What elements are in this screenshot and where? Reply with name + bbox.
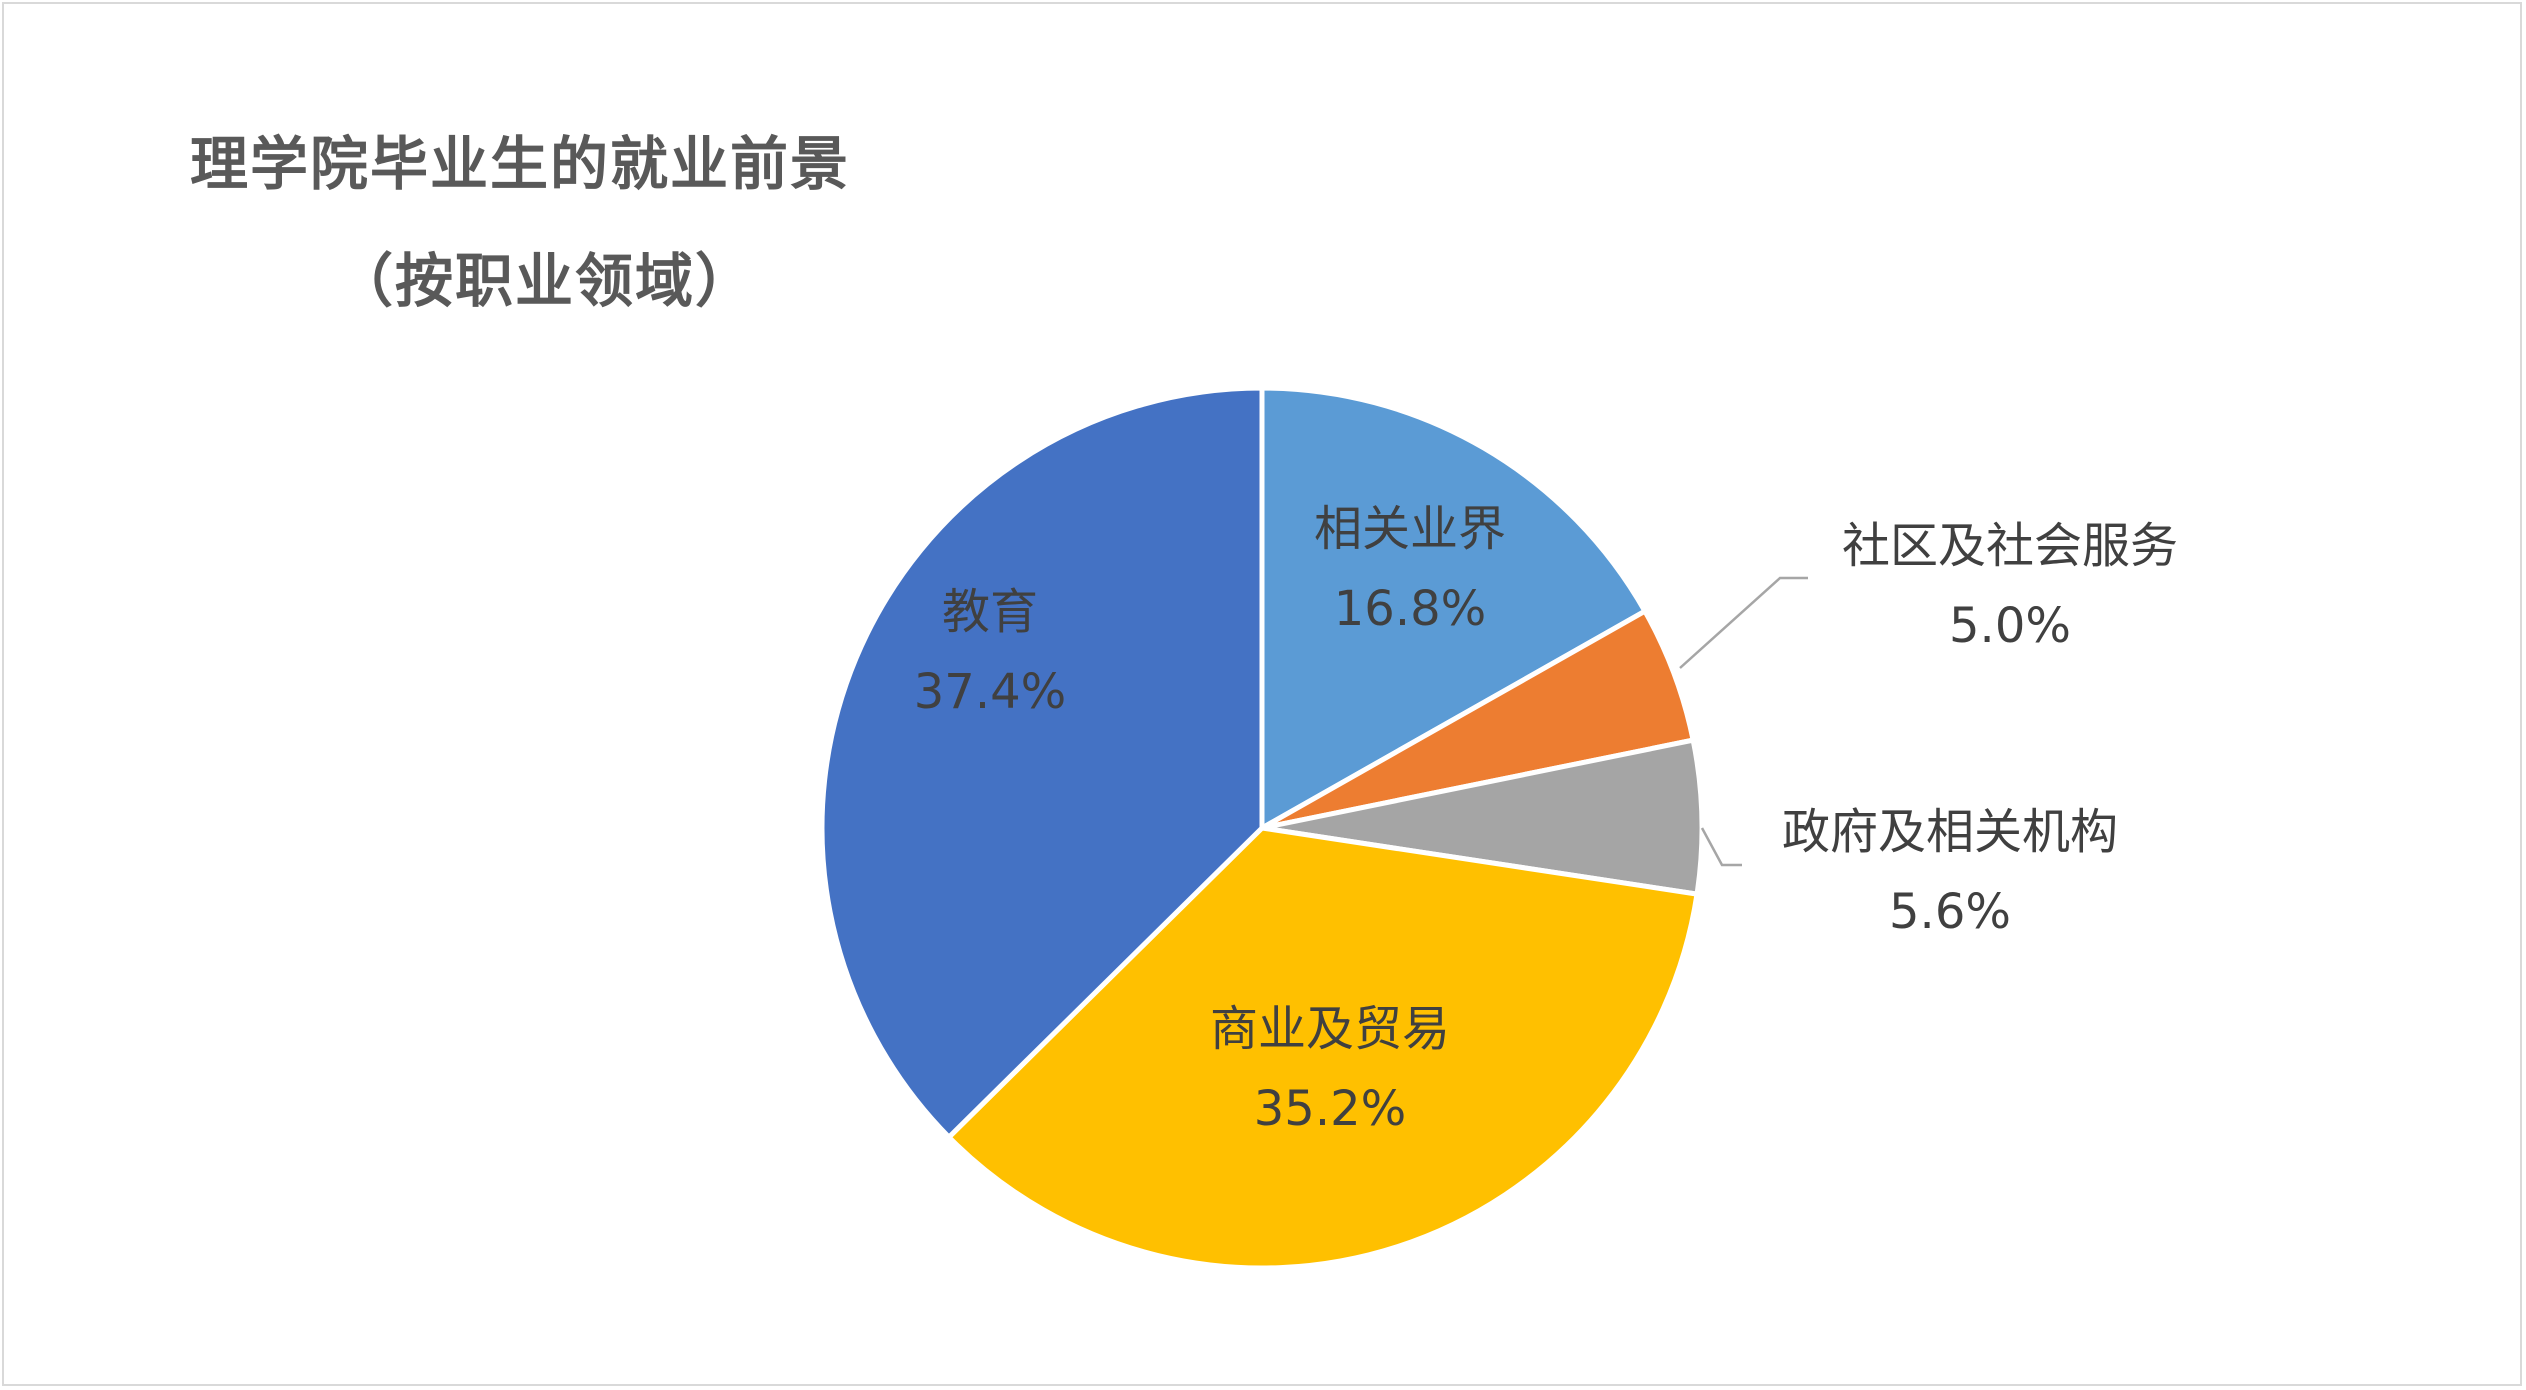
slice-percent-0: 16.8%	[1334, 581, 1486, 637]
slice-label-1: 社区及社会服务	[1842, 518, 2178, 574]
leader-line-2	[1700, 827, 1742, 867]
slice-label-3: 商业及贸易	[1210, 1001, 1450, 1057]
pie-slice-4	[819, 385, 1265, 1140]
pie-slice-0	[1259, 385, 1648, 831]
slice-percent-4: 37.4%	[914, 664, 1066, 720]
slice-percent-3: 35.2%	[1254, 1081, 1406, 1137]
slice-label-0: 相关业界	[1314, 501, 1506, 557]
chart-title: 理学院毕业生的就业前景	[190, 130, 851, 198]
pie-slices	[819, 385, 1705, 1271]
slice-label-2: 政府及相关机构	[1782, 804, 2118, 860]
slice-percent-1: 5.0%	[1949, 598, 2071, 654]
pie-slice-3	[946, 825, 1700, 1271]
pie-slice-2	[1259, 737, 1705, 897]
leader-lines	[1679, 576, 1808, 867]
slice-label-4: 教育	[942, 584, 1038, 640]
chart-subtitle: （按职业领域）	[335, 247, 756, 315]
slice-percent-2: 5.6%	[1889, 884, 2011, 940]
leader-line-1	[1679, 576, 1808, 669]
slice-labels: 相关业界 16.8% 社区及社会服务 5.0% 政府及相关机构 5.6% 商业及贸易 35.2…	[914, 501, 2178, 1137]
